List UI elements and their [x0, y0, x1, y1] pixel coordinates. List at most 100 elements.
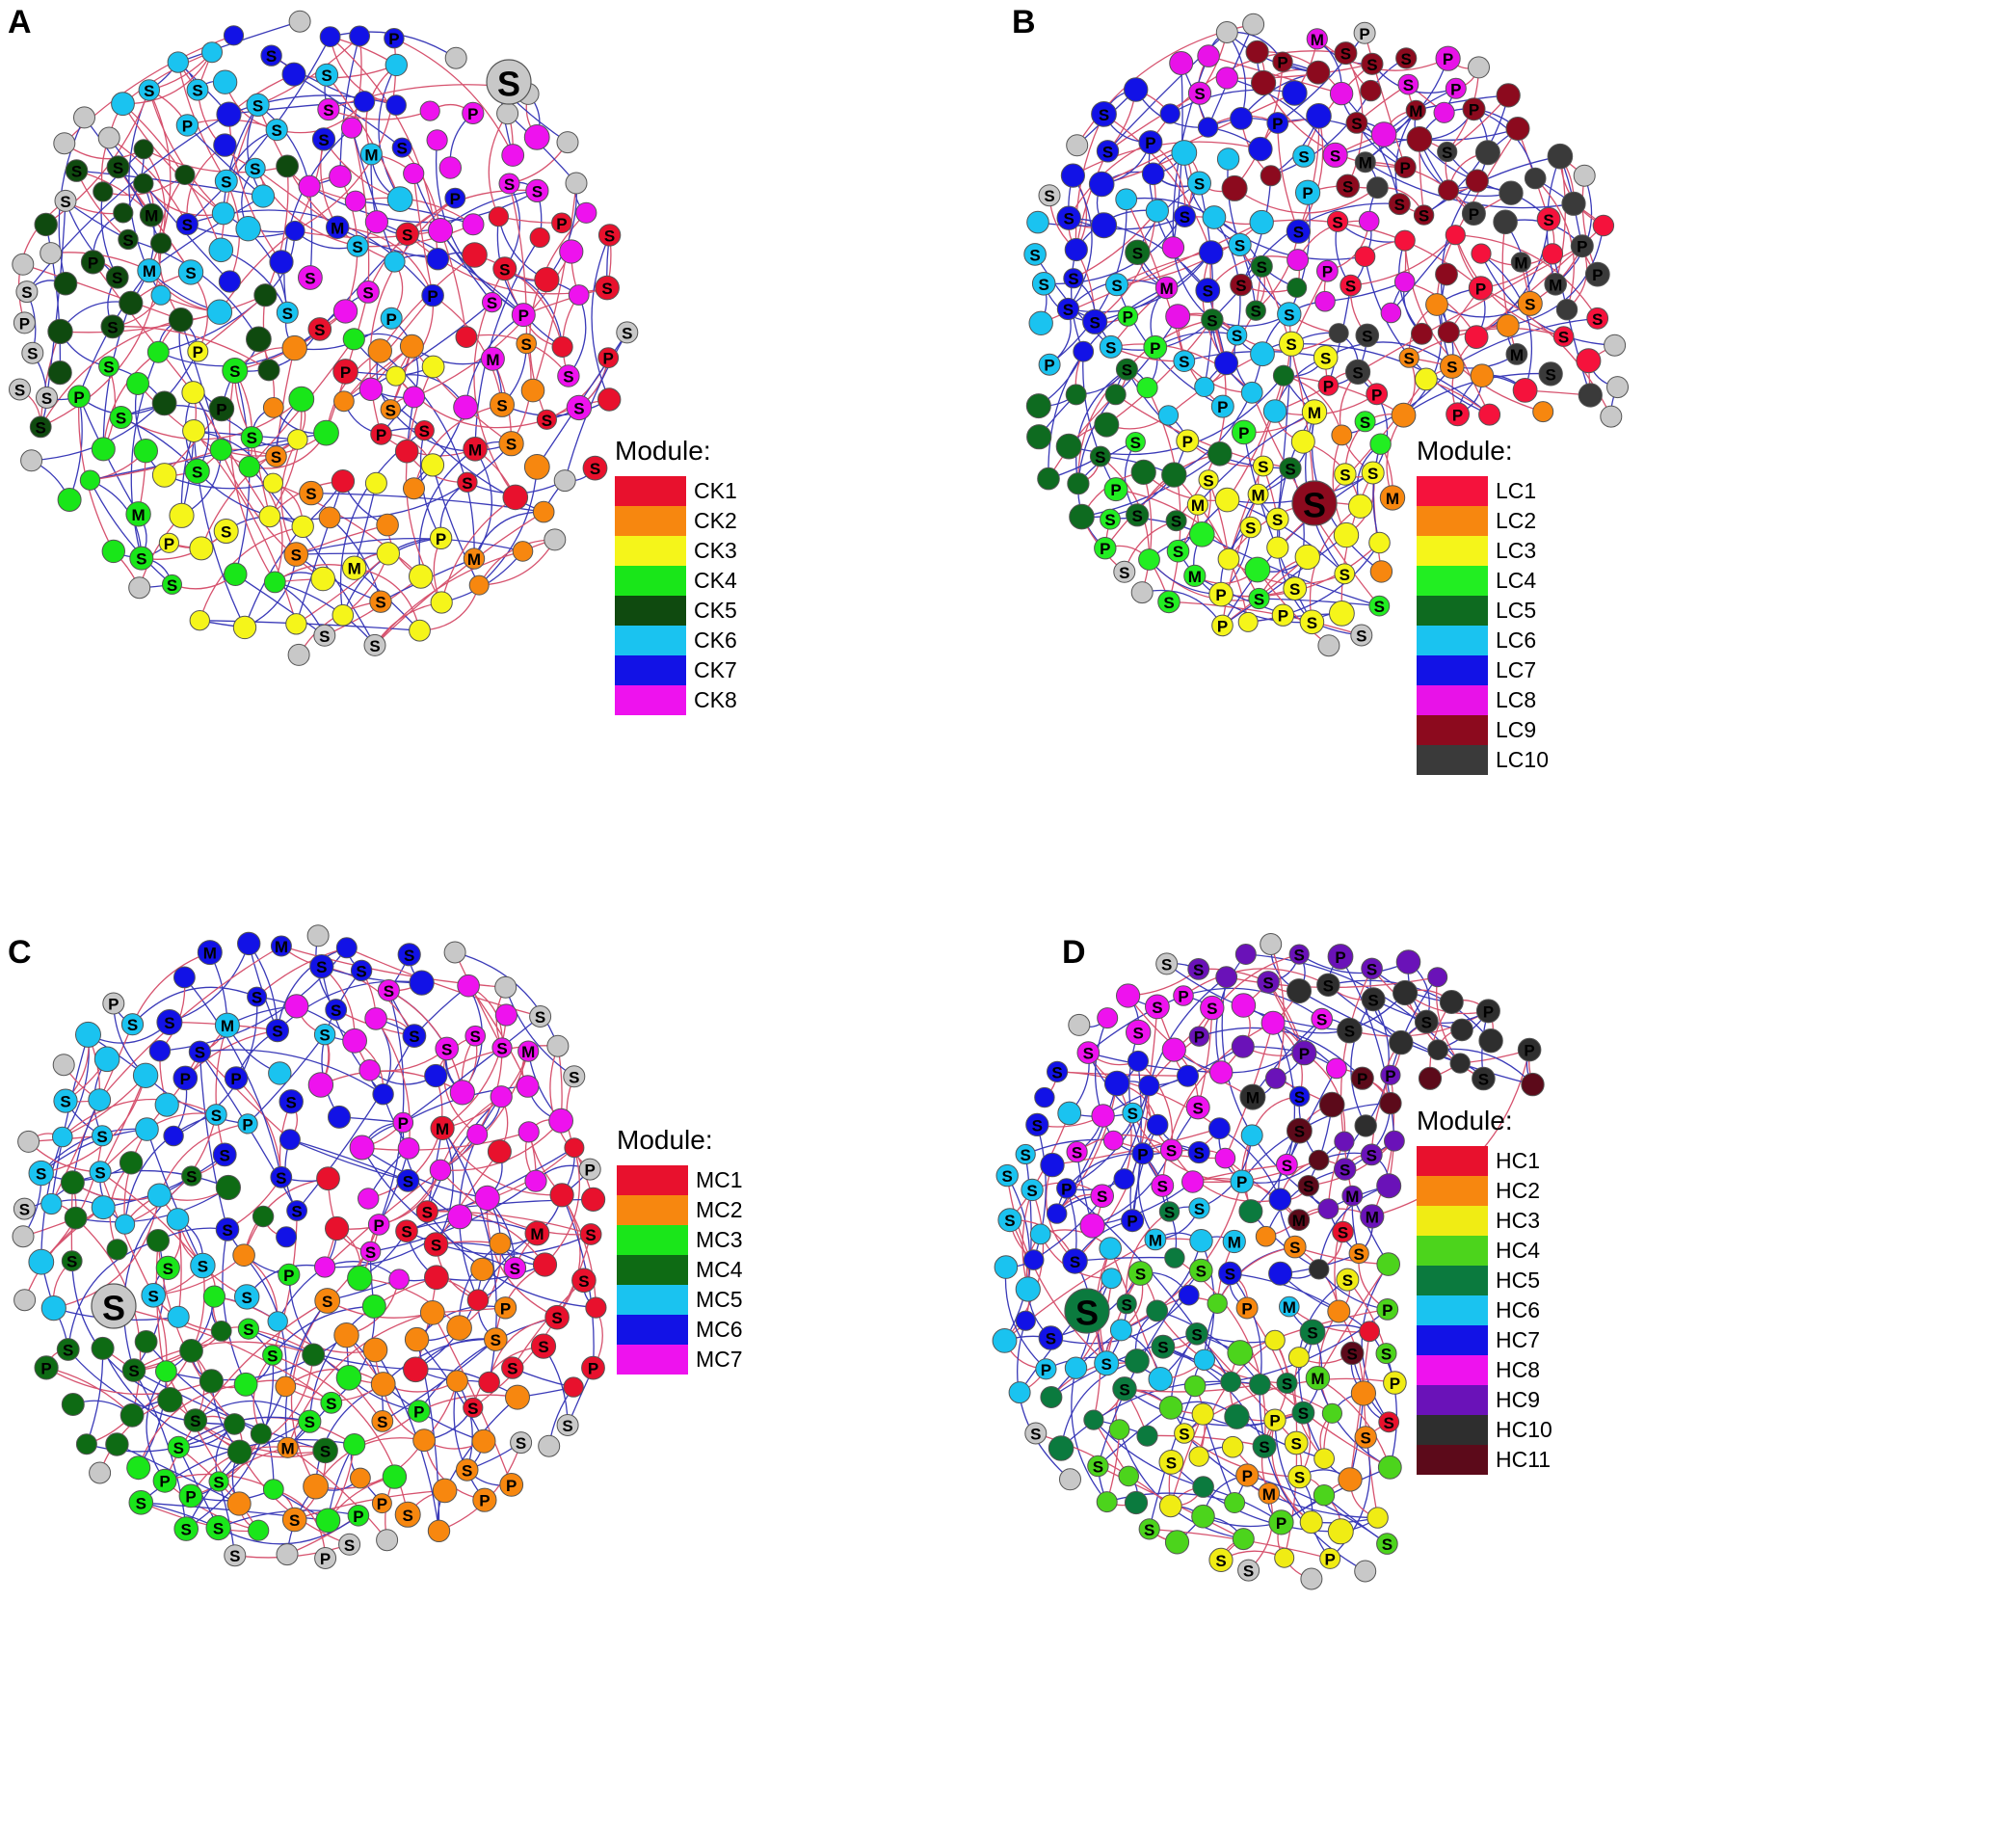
network-graph: SSSMSSSSPSPSSSPSSSPMPSPPSSSPMMMSSSSSSSSS… [992, 933, 1545, 1590]
network-edge [1082, 351, 1101, 457]
network-node [1306, 60, 1331, 85]
legend-item: LC2 [1417, 506, 1549, 536]
network-node [1187, 171, 1211, 196]
node-label: M [1283, 1298, 1296, 1317]
network-node [1355, 323, 1380, 348]
network-node [1103, 477, 1128, 502]
network-node [1389, 1029, 1414, 1055]
network-edge [351, 127, 396, 262]
network-edge [284, 1368, 385, 1387]
node-label: P [1236, 1173, 1247, 1191]
network-node [205, 1104, 227, 1126]
node-label: S [286, 1093, 297, 1111]
network-node [1257, 971, 1280, 994]
node-label: S [1592, 310, 1603, 329]
node-label: S [1478, 1071, 1489, 1089]
network-node [428, 218, 453, 243]
network-edge [133, 1341, 314, 1372]
legend-swatch [617, 1315, 688, 1345]
network-node [105, 1432, 129, 1456]
network-edge [556, 1194, 581, 1319]
legend-item: HC3 [1417, 1206, 1552, 1236]
network-node [1375, 1343, 1397, 1365]
network-node [1468, 276, 1494, 301]
network-node [1361, 52, 1384, 75]
node-label: P [603, 350, 614, 368]
network-node [47, 360, 72, 386]
node-label: S [1194, 1200, 1205, 1218]
network-node [1288, 1085, 1311, 1108]
node-label: P [1385, 1067, 1395, 1085]
legend-items: MC1 MC2 MC3 MC4 MC5 MC6 MC7 [617, 1165, 743, 1375]
network-node [313, 624, 336, 647]
network-node [187, 340, 209, 362]
node-label: S [397, 140, 408, 158]
network-node [1103, 1070, 1130, 1097]
network-node [1336, 1268, 1360, 1292]
node-label: S [1225, 1266, 1235, 1284]
network-node [199, 1369, 224, 1394]
network-node [1064, 237, 1088, 262]
network-node [491, 1037, 513, 1058]
node-label: P [1475, 280, 1486, 298]
network-node [151, 463, 177, 488]
network-node [1276, 1153, 1298, 1176]
network-node [250, 1423, 272, 1445]
node-label: M [1160, 280, 1174, 298]
network-edge [412, 404, 503, 489]
network-edge [26, 114, 229, 293]
network-node [399, 334, 424, 359]
legend-label: CK7 [694, 657, 737, 682]
node-label: S [1298, 1404, 1309, 1423]
network-node [471, 1428, 496, 1454]
legend-items: LC1 LC2 LC3 LC4 LC5 LC6 LC7 LC8 LC9 LC10 [1417, 476, 1549, 775]
network-node [1573, 164, 1596, 187]
network-node [34, 1355, 59, 1380]
node-label: S [1354, 1245, 1365, 1264]
network-node [494, 975, 517, 999]
node-label: S [1404, 350, 1415, 368]
node-label: P [1323, 377, 1334, 395]
network-node [201, 41, 223, 64]
node-label: P [1400, 159, 1411, 177]
network-edge [197, 90, 256, 170]
network-node [412, 1428, 437, 1453]
legend-swatch [615, 626, 686, 655]
network-node [209, 439, 232, 462]
node-label: P [386, 310, 397, 329]
node-label: S [1119, 564, 1129, 582]
node-label: S [252, 96, 263, 115]
network-edge [1060, 1360, 1138, 1449]
network-node [369, 590, 392, 613]
hub-node-label: S [102, 1289, 125, 1328]
network-node [189, 536, 214, 561]
network-node [1157, 590, 1180, 614]
node-label: S [1166, 1142, 1177, 1161]
network-edge [532, 182, 577, 391]
legend-label: CK3 [694, 538, 737, 563]
network-node [385, 365, 407, 387]
network-edge [454, 951, 559, 1047]
network-edge [393, 38, 514, 156]
network-node [1082, 308, 1108, 334]
node-label: M [1311, 1370, 1324, 1388]
network-node [1198, 469, 1219, 491]
network-node [1094, 537, 1117, 560]
network-node [1398, 347, 1419, 368]
node-label: S [467, 1400, 478, 1418]
node-label: S [441, 1040, 452, 1058]
network-node [1600, 405, 1623, 428]
network-node [1151, 1174, 1175, 1197]
network-node [1379, 485, 1406, 511]
node-label: S [1193, 961, 1204, 979]
network-node [1164, 1530, 1190, 1555]
network-node [287, 643, 310, 666]
network-node [262, 397, 284, 418]
network-edge [1365, 161, 1474, 214]
network-node [1159, 1138, 1183, 1161]
node-label: P [1215, 586, 1226, 604]
network-node [12, 253, 35, 276]
network-node [1138, 1518, 1160, 1540]
network-node [1290, 429, 1315, 454]
